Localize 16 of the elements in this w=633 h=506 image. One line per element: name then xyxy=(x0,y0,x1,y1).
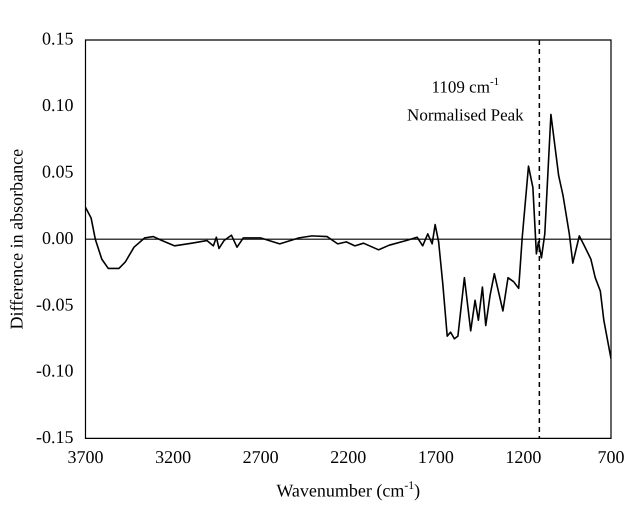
y-tick-label: 0.10 xyxy=(42,95,74,116)
x-tick-label: 1200 xyxy=(505,446,542,467)
x-tick-label: 2700 xyxy=(242,446,279,467)
y-tick-label: -0.15 xyxy=(36,427,74,448)
x-tick-label: 700 xyxy=(598,446,624,467)
y-tick-label: -0.10 xyxy=(36,360,74,381)
x-tick-label: 3200 xyxy=(155,446,192,467)
y-tick-label: 0.00 xyxy=(42,228,74,248)
annotation: Normalised Peak xyxy=(407,105,524,124)
y-axis-title: Difference in absorbance xyxy=(6,148,27,330)
y-tick-label: 0.05 xyxy=(42,162,74,182)
x-tick-label: 3700 xyxy=(67,446,104,467)
y-tick-label: -0.05 xyxy=(36,294,74,314)
x-tick-label: 1700 xyxy=(418,446,454,467)
y-tick-label: 0.15 xyxy=(42,28,74,49)
x-tick-label: 2200 xyxy=(330,446,366,467)
